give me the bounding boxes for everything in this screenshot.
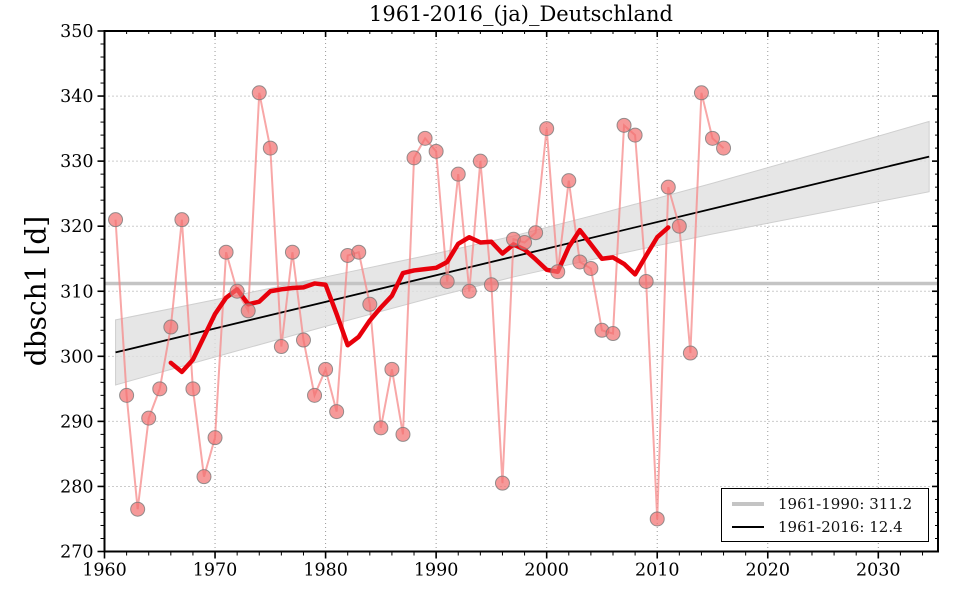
data-point-2015 [704,130,720,146]
data-point-1971 [218,244,234,260]
data-point-2013 [682,345,698,361]
data-point-1981 [329,404,345,420]
data-point-2014 [693,85,709,101]
data-point-1985 [373,420,389,436]
legend-label: 1961-1990: 311.2 [778,494,913,513]
data-point-1962 [119,387,135,403]
data-point-1990 [428,143,444,159]
data-point-1998 [517,234,533,250]
x-tick-label-1960: 1960 [82,561,127,581]
data-point-2007 [616,117,632,133]
trend-line-1961-2016 [115,155,930,354]
data-point-1989 [417,130,433,146]
data-point-1974 [251,85,267,101]
data-point-1969 [196,469,212,485]
data-point-1963 [130,501,146,517]
data-point-1994 [472,153,488,169]
annual-series-markers [108,85,732,527]
reference-line-swatch [732,501,764,506]
data-point-1988 [406,150,422,166]
y-tick-label-300: 300 [60,347,93,367]
x-tick-label-2010: 2010 [635,561,680,581]
data-point-1967 [174,212,190,228]
data-point-2008 [627,127,643,143]
data-point-2009 [638,273,654,289]
data-point-1992 [450,166,466,182]
data-point-1995 [483,277,499,293]
data-point-1980 [318,361,334,377]
chart-title: 1961-2016_(ja)_Deutschland [369,2,673,26]
data-point-1999 [528,225,544,241]
data-point-2011 [660,179,676,195]
data-point-1968 [185,381,201,397]
data-point-2003 [572,254,588,270]
y-tick-label-310: 310 [60,282,93,302]
smoothed-series-line [168,225,671,375]
data-point-1965 [152,381,168,397]
y-tick-label-350: 350 [60,22,93,42]
legend-entry-reference: 1961-1990: 311.2 [732,494,918,514]
x-tick-label-2000: 2000 [524,561,569,581]
data-point-1979 [307,387,323,403]
x-tick-label-1970: 1970 [193,561,238,581]
data-point-2004 [583,260,599,276]
y-tick-label-280: 280 [60,477,93,497]
gridlines [104,30,938,552]
x-axis-tick-labels: 1960 1970 1980 1990 2000 2010 2020 2030 [82,561,900,581]
data-point-1991 [439,273,455,289]
y-tick-label-270: 270 [60,543,93,563]
data-point-2010 [649,511,665,527]
legend-label: 1961-2016: 12.4 [778,517,903,536]
data-point-1987 [395,426,411,442]
confidence-band [115,120,930,386]
data-point-1976 [273,339,289,355]
data-point-1966 [163,319,179,335]
legend: 1961-1990: 311.2 1961-2016: 12.4 [721,488,929,542]
data-point-1975 [262,140,278,156]
data-point-1961 [108,212,124,228]
data-point-1972 [229,283,245,299]
data-point-2016 [716,140,732,156]
y-tick-label-330: 330 [60,152,93,172]
axis-ticks [97,30,938,559]
y-tick-label-290: 290 [60,412,93,432]
data-point-1983 [351,244,367,260]
y-axis-tick-labels: 270 280 290 300 310 320 330 340 350 [60,22,93,563]
data-point-1973 [240,303,256,319]
x-tick-label-1980: 1980 [303,561,348,581]
trend-line-swatch [732,525,764,528]
y-tick-label-340: 340 [60,87,93,107]
data-point-1977 [284,244,300,260]
data-point-2001 [550,264,566,280]
data-point-2002 [561,173,577,189]
y-tick-label-320: 320 [60,217,93,237]
data-point-2000 [539,121,555,137]
data-point-2006 [605,326,621,342]
data-point-1996 [494,475,510,491]
data-point-1993 [461,283,477,299]
x-tick-label-2020: 2020 [745,561,790,581]
data-point-1986 [384,361,400,377]
data-point-1964 [141,410,157,426]
x-tick-label-2030: 2030 [856,561,901,581]
data-point-1970 [207,430,223,446]
annual-series-line [114,92,725,520]
x-tick-label-1990: 1990 [414,561,459,581]
data-point-2012 [671,218,687,234]
legend-entry-trend: 1961-2016: 12.4 [732,517,918,537]
data-point-1984 [362,296,378,312]
data-point-1978 [295,332,311,348]
